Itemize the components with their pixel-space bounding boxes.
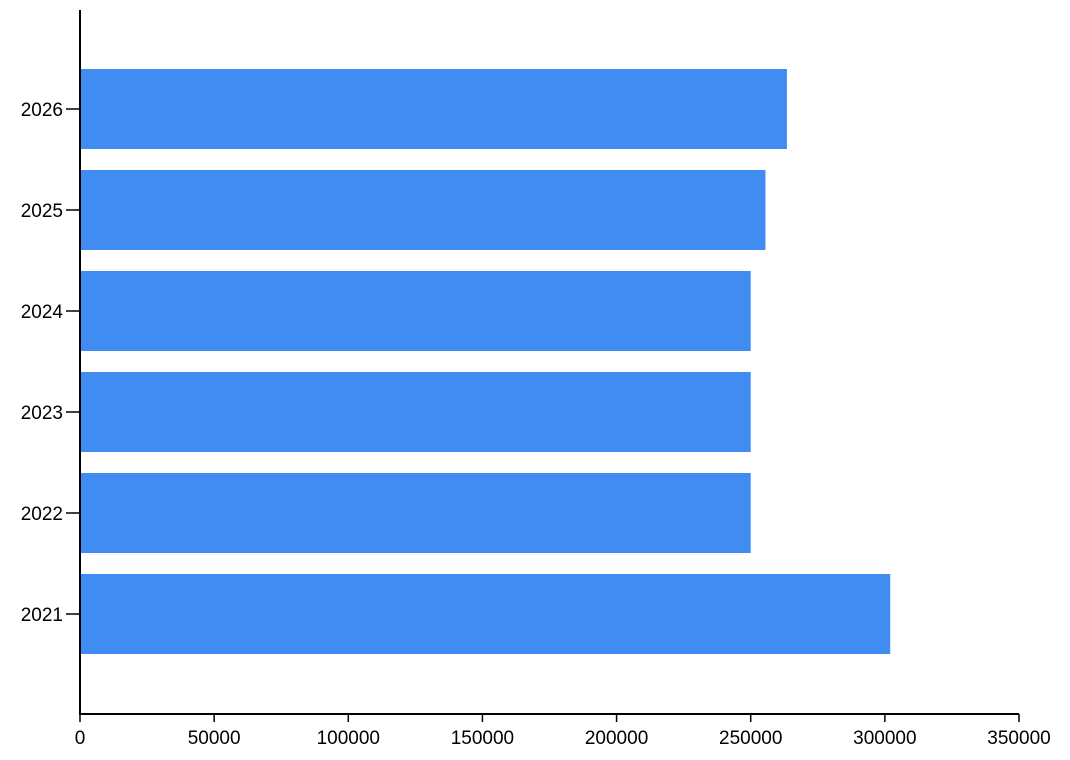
y-tick-label-2025: 2025 — [21, 201, 63, 222]
x-tick-label-300000: 300000 — [853, 728, 916, 749]
x-tick-label-100000: 100000 — [317, 728, 380, 749]
y-tick-label-2022: 2022 — [21, 504, 63, 525]
y-tick-label-2024: 2024 — [21, 302, 64, 323]
bar-2026 — [80, 69, 787, 149]
bar-2021 — [80, 574, 891, 654]
y-tick-label-2026: 2026 — [21, 100, 63, 121]
bar-2023 — [80, 372, 751, 452]
y-axis: 2021 2022 2023 2024 2025 2026 — [21, 10, 81, 714]
bar-2022 — [80, 473, 751, 553]
x-tick-label-0: 0 — [75, 728, 86, 749]
x-tick-label-50000: 50000 — [188, 728, 241, 749]
x-tick-label-150000: 150000 — [451, 728, 514, 749]
x-tick-label-250000: 250000 — [719, 728, 782, 749]
bar-2024 — [80, 271, 751, 351]
bars-layer — [80, 69, 891, 654]
x-tick-label-350000: 350000 — [987, 728, 1050, 749]
bar-2025 — [80, 170, 766, 250]
x-axis: 0 50000 100000 150000 200000 250000 300000 3500… — [75, 713, 1051, 749]
y-tick-label-2023: 2023 — [21, 403, 63, 424]
y-tick-label-2021: 2021 — [21, 605, 63, 626]
x-tick-label-200000: 200000 — [585, 728, 648, 749]
